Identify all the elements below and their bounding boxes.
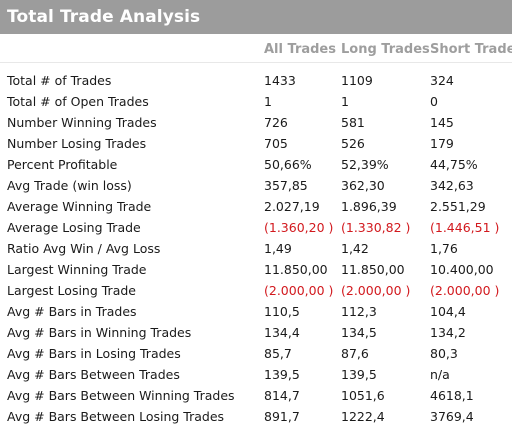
all-trades-value: 814,7 [264,388,300,403]
column-header-all-trades: All Trades [264,42,336,57]
short-trades-value: 145 [430,115,454,130]
short-trades-value: 1,76 [430,241,458,256]
panel-title: Total Trade Analysis [7,7,201,27]
table-row: Average Losing Trade (1.360,20 ) (1.330,… [0,217,512,238]
row-label: Avg # Bars in Trades [7,304,137,319]
table-row: Total # of Open Trades 1 1 0 [0,91,512,112]
all-trades-value: 705 [264,136,288,151]
table-row: Avg # Bars Between Winning Trades 814,7 … [0,385,512,406]
table-row: Largest Winning Trade 11.850,00 11.850,0… [0,259,512,280]
all-trades-value: 50,66% [264,157,312,172]
column-header-long-trades: Long Trades [341,42,430,57]
table-row: Avg # Bars in Trades 110,5 112,3 104,4 [0,301,512,322]
row-label: Avg # Bars Between Losing Trades [7,409,225,424]
row-label: Avg # Bars Between Winning Trades [7,388,235,403]
row-label: Total # of Trades [7,73,112,88]
row-label: Number Winning Trades [7,115,157,130]
short-trades-value: 0 [430,94,438,109]
table-row: Ratio Avg Win / Avg Loss 1,49 1,42 1,76 [0,238,512,259]
row-label: Avg Trade (win loss) [7,178,132,193]
long-trades-value: 581 [341,115,365,130]
row-label: Largest Winning Trade [7,262,147,277]
long-trades-value: (2.000,00 ) [341,283,411,298]
short-trades-value: 104,4 [430,304,466,319]
table-row: Largest Losing Trade (2.000,00 ) (2.000,… [0,280,512,301]
short-trades-value: 80,3 [430,346,458,361]
row-label: Ratio Avg Win / Avg Loss [7,241,161,256]
row-label: Percent Profitable [7,157,118,172]
short-trades-value: n/a [430,367,450,382]
row-label: Number Losing Trades [7,136,147,151]
row-label: Largest Losing Trade [7,283,136,298]
long-trades-value: 362,30 [341,178,385,193]
panel-header: Total Trade Analysis [0,0,512,34]
table-row: Avg # Bars in Losing Trades 85,7 87,6 80… [0,343,512,364]
short-trades-value: (1.446,51 ) [430,220,500,235]
row-label: Avg # Bars in Losing Trades [7,346,181,361]
table-row: Total # of Trades 1433 1109 324 [0,70,512,91]
header-divider [0,62,512,63]
long-trades-value: 87,6 [341,346,369,361]
all-trades-value: (1.360,20 ) [264,220,334,235]
all-trades-value: 1 [264,94,272,109]
row-label: Total # of Open Trades [7,94,149,109]
long-trades-value: 1.896,39 [341,199,397,214]
table-row: Number Losing Trades 705 526 179 [0,133,512,154]
short-trades-value: 44,75% [430,157,478,172]
table-row: Percent Profitable 50,66% 52,39% 44,75% [0,154,512,175]
short-trades-value: 324 [430,73,454,88]
all-trades-value: 1,49 [264,241,292,256]
long-trades-value: 526 [341,136,365,151]
long-trades-value: 1 [341,94,349,109]
all-trades-value: 139,5 [264,367,300,382]
long-trades-value: 1,42 [341,241,369,256]
all-trades-value: 11.850,00 [264,262,328,277]
long-trades-value: 139,5 [341,367,377,382]
short-trades-value: 4618,1 [430,388,474,403]
all-trades-value: 891,7 [264,409,300,424]
all-trades-value: 2.027,19 [264,199,320,214]
all-trades-value: (2.000,00 ) [264,283,334,298]
short-trades-value: 342,63 [430,178,474,193]
row-label: Avg # Bars in Winning Trades [7,325,192,340]
trade-analysis-table: Total # of Trades 1433 1109 324 Total # … [0,70,512,427]
short-trades-value: 3769,4 [430,409,474,424]
table-row: Avg # Bars Between Losing Trades 891,7 1… [0,406,512,427]
short-trades-value: 134,2 [430,325,466,340]
table-row: Avg # Bars in Winning Trades 134,4 134,5… [0,322,512,343]
all-trades-value: 110,5 [264,304,300,319]
column-header-short-trades: Short Trades [430,42,512,57]
short-trades-value: (2.000,00 ) [430,283,500,298]
table-row: Average Winning Trade 2.027,19 1.896,39 … [0,196,512,217]
short-trades-value: 2.551,29 [430,199,486,214]
long-trades-value: 1222,4 [341,409,385,424]
row-label: Average Losing Trade [7,220,141,235]
all-trades-value: 134,4 [264,325,300,340]
short-trades-value: 179 [430,136,454,151]
long-trades-value: 11.850,00 [341,262,405,277]
all-trades-value: 85,7 [264,346,292,361]
all-trades-value: 1433 [264,73,296,88]
long-trades-value: (1.330,82 ) [341,220,411,235]
table-row: Avg # Bars Between Trades 139,5 139,5 n/… [0,364,512,385]
table-row: Avg Trade (win loss) 357,85 362,30 342,6… [0,175,512,196]
row-label: Avg # Bars Between Trades [7,367,180,382]
short-trades-value: 10.400,00 [430,262,494,277]
table-row: Number Winning Trades 726 581 145 [0,112,512,133]
long-trades-value: 1109 [341,73,373,88]
all-trades-value: 726 [264,115,288,130]
long-trades-value: 1051,6 [341,388,385,403]
row-label: Average Winning Trade [7,199,152,214]
all-trades-value: 357,85 [264,178,308,193]
long-trades-value: 112,3 [341,304,377,319]
long-trades-value: 134,5 [341,325,377,340]
long-trades-value: 52,39% [341,157,389,172]
